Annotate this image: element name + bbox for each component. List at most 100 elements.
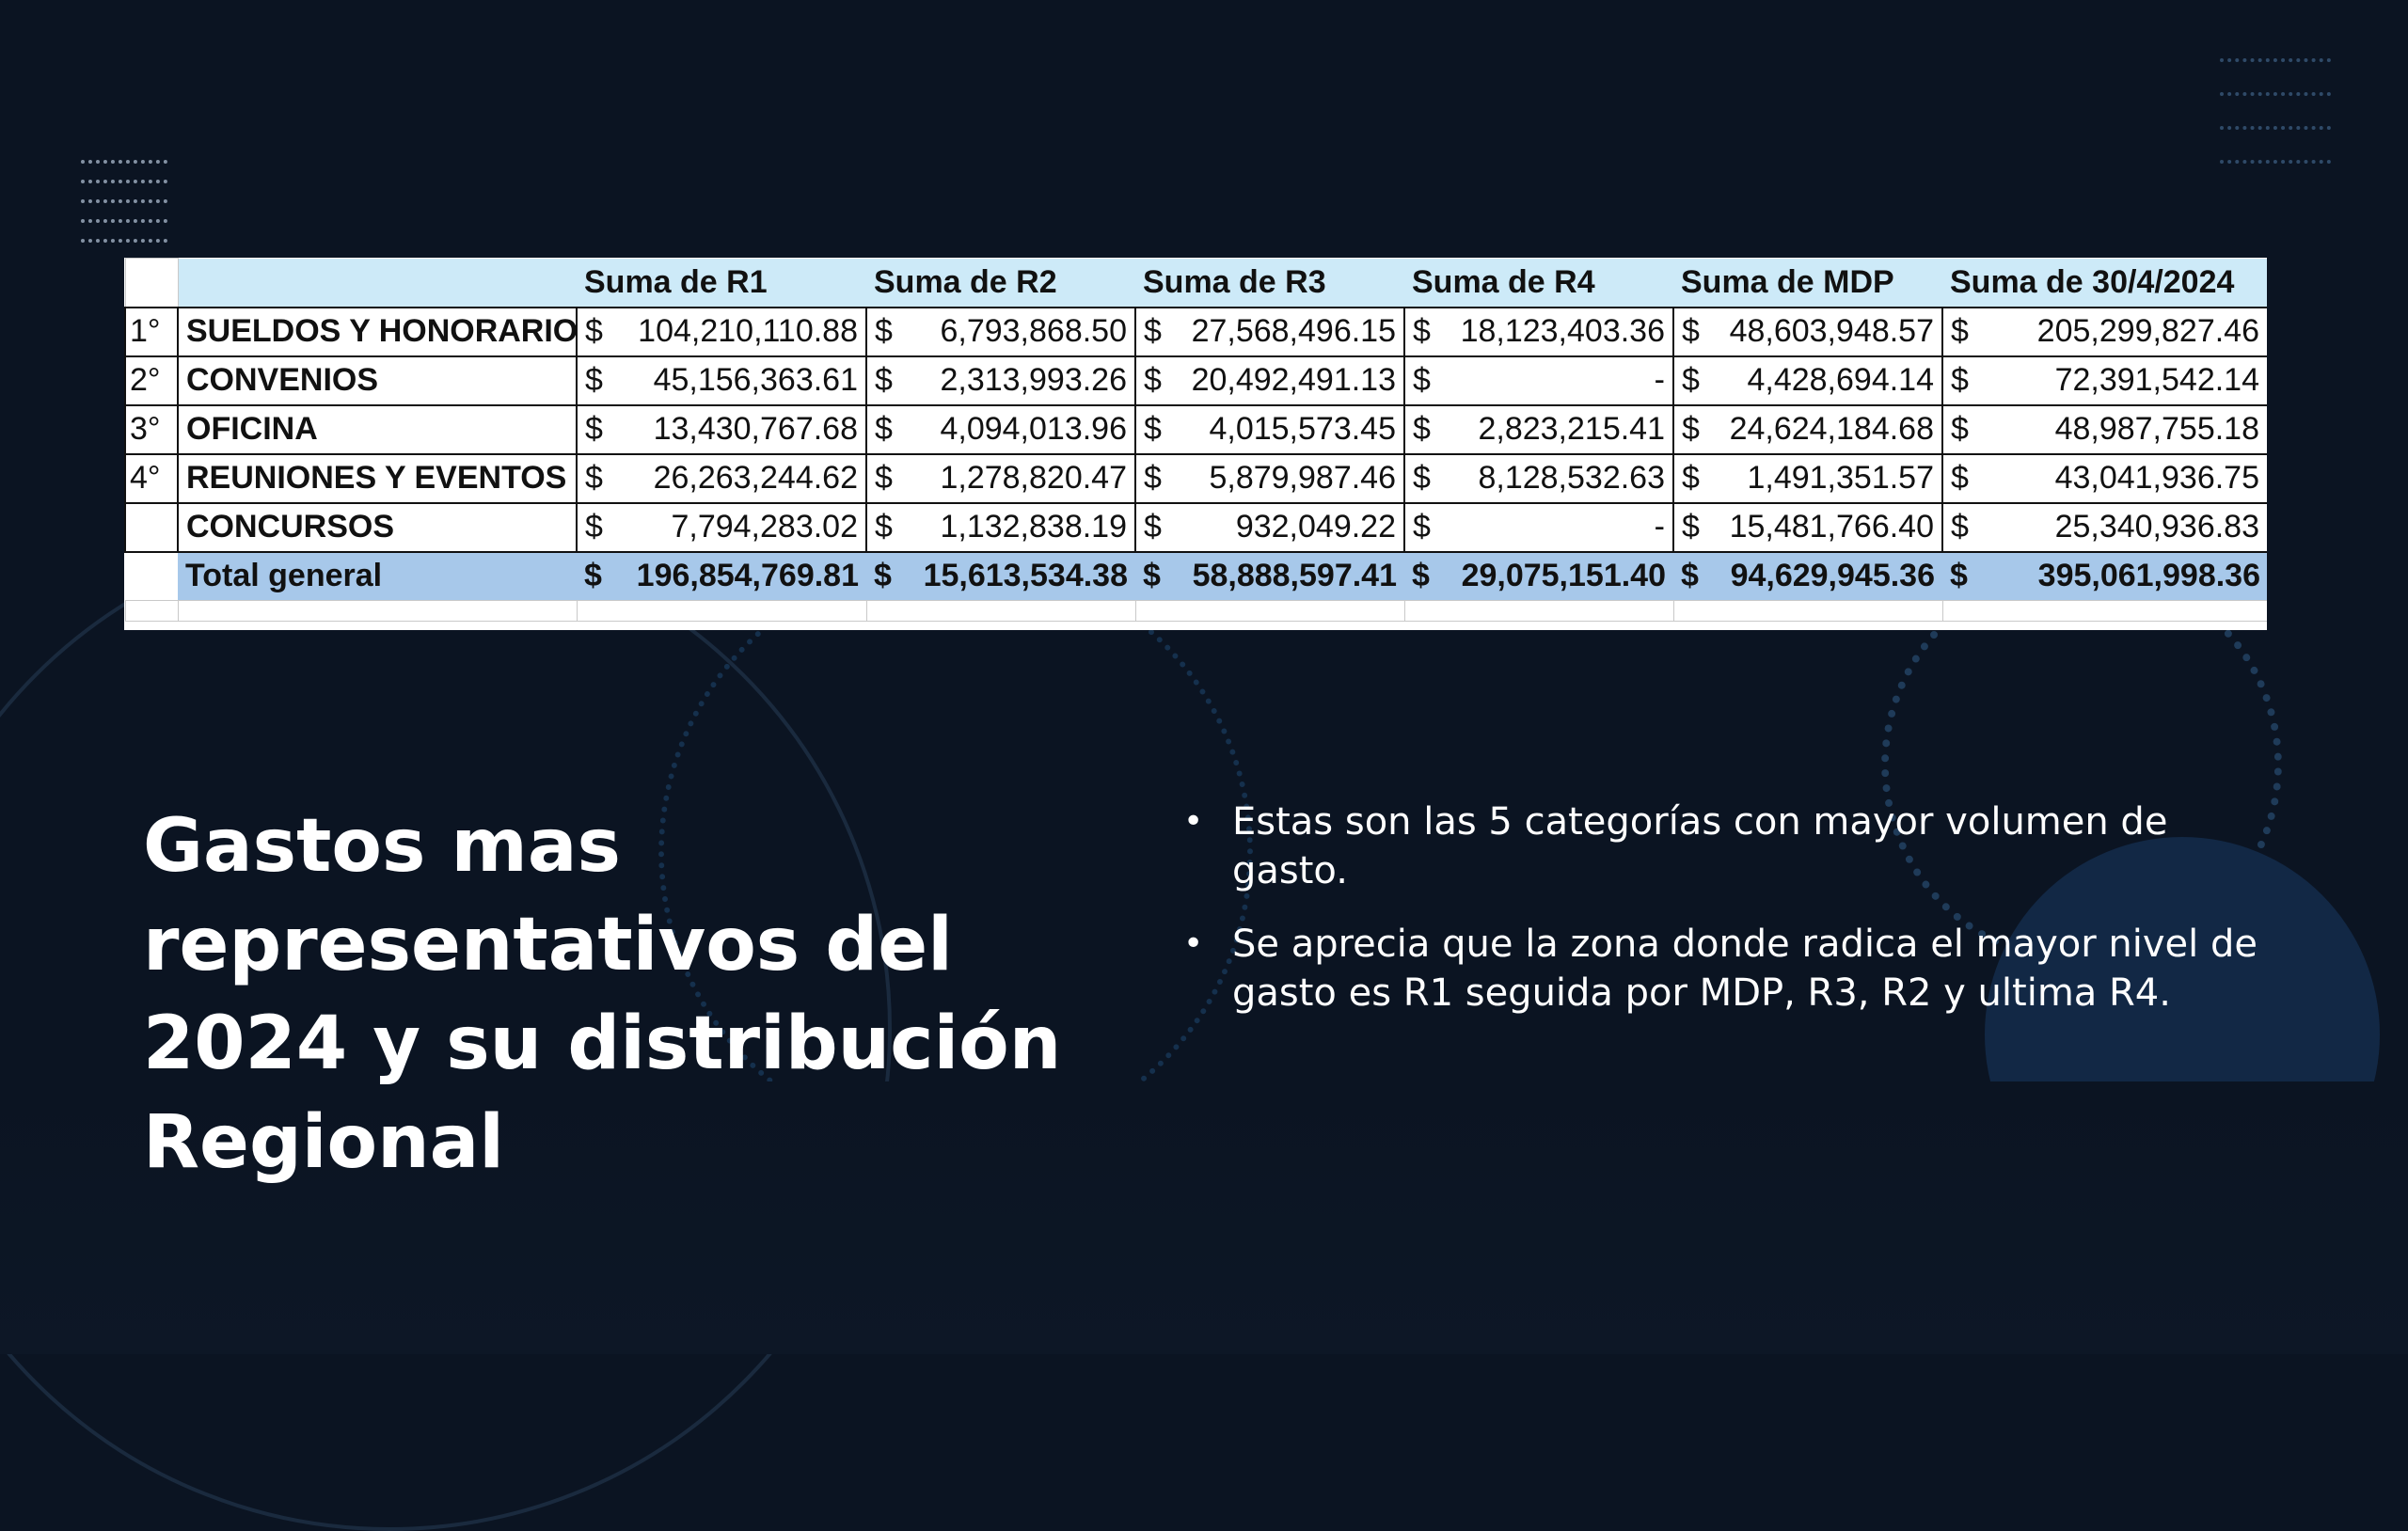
table-header-cell: Suma de MDP <box>1673 258 1942 308</box>
bullet-text: Estas son las 5 categorías con mayor vol… <box>1232 800 2168 892</box>
currency-symbol: $ <box>1144 460 1162 496</box>
amount-value: 4,094,013.96 <box>940 411 1127 447</box>
currency-symbol: $ <box>875 313 893 349</box>
currency-symbol: $ <box>875 460 893 496</box>
table-header-cell <box>124 258 179 308</box>
amount-value: 48,603,948.57 <box>1729 313 1934 349</box>
currency-symbol: $ <box>1682 411 1700 447</box>
amount-cell: $4,015,573.45 <box>1134 403 1405 455</box>
amount-value: 1,132,838.19 <box>940 509 1127 545</box>
amount-cell: $27,568,496.15 <box>1134 306 1405 357</box>
category-cell: REUNIONES Y EVENTOS <box>177 452 578 504</box>
table-header-cell: Suma de R3 <box>1135 258 1404 308</box>
amount-cell: $2,823,215.41 <box>1403 403 1674 455</box>
amount-cell: $26,263,244.62 <box>576 452 867 504</box>
amount-value: 15,613,534.38 <box>923 558 1128 594</box>
currency-symbol: $ <box>1682 313 1700 349</box>
currency-symbol: $ <box>1143 558 1161 594</box>
rank-cell <box>125 550 178 601</box>
currency-symbol: $ <box>585 411 603 447</box>
amount-value: - <box>1654 362 1665 398</box>
amount-value: 94,629,945.36 <box>1730 558 1935 594</box>
expense-table: Suma de R1 Suma de R2 Suma de R3 Suma de R4… <box>124 258 2267 622</box>
amount-cell: $94,629,945.36 <box>1673 550 1942 601</box>
amount-cell: $932,049.22 <box>1134 501 1405 553</box>
rank-cell: 1° <box>124 306 179 357</box>
table-header-cell <box>178 258 577 308</box>
currency-symbol: $ <box>1950 558 1968 594</box>
amount-value: 20,492,491.13 <box>1191 362 1396 398</box>
table-row: 4° REUNIONES Y EVENTOS $26,263,244.62 $1,27… <box>124 452 2267 504</box>
amount-cell: $24,624,184.68 <box>1672 403 1943 455</box>
bullet-dot-icon: • <box>1183 924 1204 963</box>
title-line: 2024 y su distribución <box>143 1002 1062 1086</box>
amount-value: 15,481,766.40 <box>1729 509 1934 545</box>
table-header-cell: Suma de 30/4/2024 <box>1942 258 2267 308</box>
category-cell: CONCURSOS <box>177 501 578 553</box>
currency-symbol: $ <box>585 460 603 496</box>
amount-value: 24,624,184.68 <box>1729 411 1934 447</box>
currency-symbol: $ <box>1144 509 1162 545</box>
amount-cell: $4,094,013.96 <box>865 403 1136 455</box>
amount-cell: $104,210,110.88 <box>576 306 867 357</box>
amount-cell: $1,132,838.19 <box>865 501 1136 553</box>
table-row: 3° OFICINA $13,430,767.68 $4,094,013.96 $4,0… <box>124 403 2267 455</box>
title-line: Gastos mas <box>143 804 621 889</box>
currency-symbol: $ <box>1144 313 1162 349</box>
currency-symbol: $ <box>875 509 893 545</box>
empty-cell <box>865 600 1136 622</box>
amount-value: 45,156,363.61 <box>653 362 858 398</box>
rank-cell: 3° <box>124 403 179 455</box>
currency-symbol: $ <box>1413 411 1431 447</box>
amount-cell: $5,879,987.46 <box>1134 452 1405 504</box>
dots-pattern-right <box>2220 58 2331 194</box>
total-row: Total general $196,854,769.81 $15,613,534.… <box>125 550 2267 601</box>
amount-value: 205,299,827.46 <box>2036 313 2259 349</box>
amount-cell: $29,075,151.40 <box>1404 550 1673 601</box>
amount-value: 48,987,755.18 <box>2054 411 2259 447</box>
amount-value: 2,823,215.41 <box>1478 411 1665 447</box>
amount-cell: $20,492,491.13 <box>1134 355 1405 406</box>
currency-symbol: $ <box>1951 411 1969 447</box>
amount-cell: $45,156,363.61 <box>576 355 867 406</box>
amount-cell: $72,391,542.14 <box>1941 355 2267 406</box>
category-cell: SUELDOS Y HONORARIOS <box>177 306 578 357</box>
currency-symbol: $ <box>585 362 603 398</box>
amount-value: 5,879,987.46 <box>1209 460 1396 496</box>
amount-value: 26,263,244.62 <box>653 460 858 496</box>
empty-cell <box>1134 600 1405 622</box>
amount-value: 29,075,151.40 <box>1461 558 1666 594</box>
currency-symbol: $ <box>1413 509 1431 545</box>
currency-symbol: $ <box>1951 509 1969 545</box>
table-header-cell: Suma de R1 <box>577 258 866 308</box>
amount-cell: $1,278,820.47 <box>865 452 1136 504</box>
table-row: 2° CONVENIOS $45,156,363.61 $2,313,993.26 $2… <box>124 355 2267 406</box>
amount-value: 18,123,403.36 <box>1460 313 1665 349</box>
amount-value: 6,793,868.50 <box>940 313 1127 349</box>
currency-symbol: $ <box>585 509 603 545</box>
amount-cell: $6,793,868.50 <box>865 306 1136 357</box>
table-row: CONCURSOS $7,794,283.02 $1,132,838.19 $932,… <box>124 501 2267 553</box>
rank-cell <box>124 501 179 553</box>
currency-symbol: $ <box>1682 362 1700 398</box>
table-header-cell: Suma de R2 <box>866 258 1135 308</box>
amount-cell: $15,613,534.38 <box>866 550 1135 601</box>
currency-symbol: $ <box>1951 460 1969 496</box>
amount-value: 13,430,767.68 <box>653 411 858 447</box>
bullet-item: • Se aprecia que la zona donde radica el … <box>1183 920 2293 1018</box>
amount-value: 395,061,998.36 <box>2037 558 2260 594</box>
currency-symbol: $ <box>874 558 892 594</box>
amount-value: 72,391,542.14 <box>2054 362 2259 398</box>
amount-cell: $ - <box>1403 501 1674 553</box>
empty-cell <box>124 600 179 622</box>
empty-cell <box>1672 600 1943 622</box>
amount-cell: $48,987,755.18 <box>1941 403 2267 455</box>
currency-symbol: $ <box>1413 362 1431 398</box>
empty-cell <box>576 600 867 622</box>
amount-value: 932,049.22 <box>1235 509 1396 545</box>
currency-symbol: $ <box>1144 362 1162 398</box>
currency-symbol: $ <box>875 411 893 447</box>
title-line: Regional <box>143 1100 505 1185</box>
amount-value: 104,210,110.88 <box>638 313 858 349</box>
currency-symbol: $ <box>1681 558 1699 594</box>
